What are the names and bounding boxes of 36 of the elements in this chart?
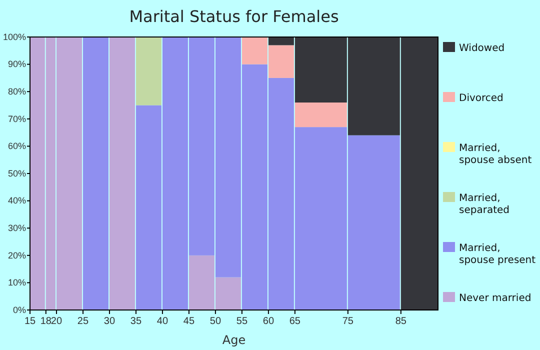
bar [82,37,108,310]
legend-label: Married, separated [459,193,510,216]
y-tick-label: 60% [8,141,26,152]
x-tick-label: 50 [210,316,222,328]
legend-label: Never married [459,293,532,304]
y-tick-label: 40% [8,196,26,206]
bar [136,37,162,106]
x-tick-label: 45 [183,316,195,328]
x-tick-label: 75 [342,316,354,328]
legend-label: Widowed [459,43,505,54]
chart-title: Marital Status for Females [129,7,339,26]
y-tick-label: 30% [8,222,26,233]
legend-label: Married, spouse present [459,243,536,266]
x-tick-label: 55 [236,316,248,328]
y-tick-label: 100% [2,32,26,42]
y-tick-label: 20% [8,250,26,260]
x-axis-title: Age [222,333,246,347]
legend-label: Divorced [459,93,504,104]
x-tick-label: 25 [77,316,89,328]
legend-label: Married, spouse absent [459,143,532,166]
x-tick-label: 18 [40,316,52,328]
x-tick-label: 40 [156,316,168,328]
y-tick-label: 10% [8,278,26,288]
x-tick-label: 60 [262,316,274,328]
bar [109,37,135,310]
x-tick-label: 65 [289,316,301,328]
y-tick-label: 0% [12,304,26,315]
y-tick-label: 50% [8,168,26,178]
x-tick-label: 30 [104,316,116,328]
x-tick-label: 15 [24,316,36,328]
y-tick-label: 70% [8,114,26,124]
x-tick-label: 85 [395,316,407,328]
y-tick-label: 90% [8,59,26,70]
y-tick-label: 80% [8,86,26,96]
x-tick-label: 35 [130,316,142,328]
x-tick-label: 20 [50,316,62,328]
